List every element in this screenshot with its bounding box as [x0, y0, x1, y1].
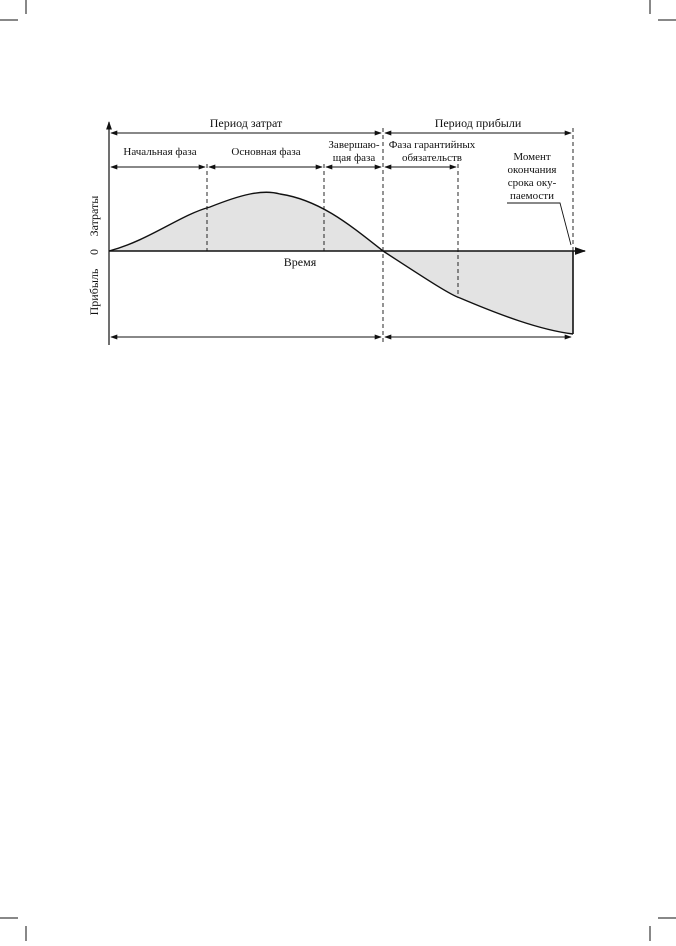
y-axis-label-costs: Затраты	[87, 196, 101, 237]
label-payback-1: Момент	[513, 151, 551, 163]
label-phase-final-2: щая фаза	[333, 152, 376, 164]
label-payback-2: окончания	[508, 164, 557, 176]
payback-leader-line	[507, 202, 572, 246]
label-period-profit: Период прибыли	[435, 116, 522, 130]
profit-area	[383, 251, 573, 334]
label-period-costs: Период затрат	[210, 116, 283, 130]
costs-area	[109, 192, 383, 251]
label-phase-initial: Начальная фаза	[123, 146, 196, 158]
label-payback-4: паемости	[510, 190, 554, 202]
period-arrows	[110, 130, 572, 340]
label-phase-main: Основная фаза	[231, 146, 300, 158]
label-phase-warranty-1: Фаза гарантийных	[389, 139, 476, 151]
y-axis-label-zero: 0	[87, 249, 101, 255]
x-axis-label-time: Время	[284, 255, 317, 269]
y-axis-label-profit: Прибыль	[87, 268, 101, 315]
label-phase-warranty-2: обязательств	[402, 152, 462, 164]
label-payback-3: срока оку-	[508, 177, 557, 189]
cashflow-curve	[108, 191, 574, 335]
label-phase-final-1: Завершаю-	[328, 139, 379, 151]
